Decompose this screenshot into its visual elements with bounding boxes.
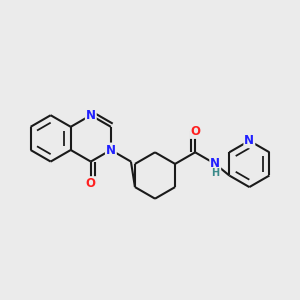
Text: O: O bbox=[190, 125, 200, 138]
Text: O: O bbox=[86, 177, 96, 190]
Text: H: H bbox=[211, 168, 219, 178]
Text: N: N bbox=[86, 109, 96, 122]
Text: N: N bbox=[106, 143, 116, 157]
Text: N: N bbox=[210, 158, 220, 170]
Text: N: N bbox=[244, 134, 254, 147]
